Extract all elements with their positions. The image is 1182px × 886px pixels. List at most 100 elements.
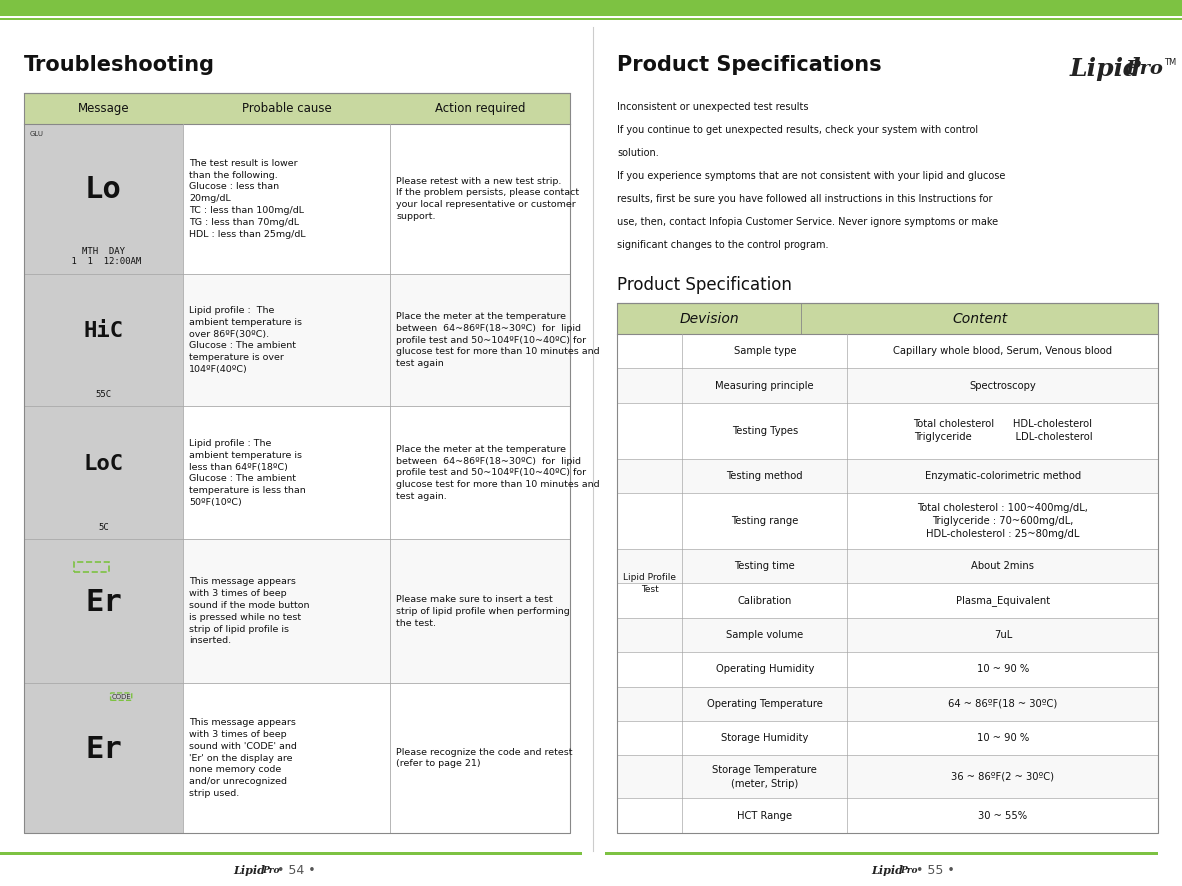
Text: MTH  DAY
 1  1  12:00AM: MTH DAY 1 1 12:00AM: [66, 247, 141, 267]
Text: If you continue to get unexpected results, check your system with control: If you continue to get unexpected result…: [617, 125, 979, 135]
Bar: [24, 683, 183, 833]
Bar: [24, 407, 570, 540]
Bar: [617, 549, 1158, 584]
Text: The test result is lower
than the following.
Glucose : less than
20mg/dL
TC : le: The test result is lower than the follow…: [189, 159, 306, 238]
Bar: [617, 687, 1158, 721]
Text: Troubleshooting: Troubleshooting: [24, 55, 215, 75]
Bar: [617, 652, 1158, 687]
Text: LoC: LoC: [84, 454, 123, 474]
Text: Total cholesterol      HDL-cholesterol
Triglyceride              LDL-cholesterol: Total cholesterol HDL-cholesterol Trigly…: [914, 419, 1092, 442]
Text: Message: Message: [78, 102, 129, 115]
Text: Please make sure to insert a test
strip of lipid profile when performing
the tes: Please make sure to insert a test strip …: [396, 595, 570, 627]
Text: Operating Temperature: Operating Temperature: [707, 699, 823, 709]
Text: 7uL: 7uL: [994, 630, 1012, 640]
Text: 64 ~ 86ºF(18 ~ 30ºC): 64 ~ 86ºF(18 ~ 30ºC): [948, 699, 1058, 709]
Text: Content: Content: [952, 312, 1007, 325]
Text: 55C: 55C: [96, 391, 111, 400]
Text: Pro: Pro: [901, 866, 917, 874]
Text: This message appears
with 3 times of beep
sound if the mode button
is pressed wh: This message appears with 3 times of bee…: [189, 578, 310, 645]
Text: Capillary whole blood, Serum, Venous blood: Capillary whole blood, Serum, Venous blo…: [894, 346, 1112, 356]
Bar: [73, 562, 109, 572]
Text: Probable cause: Probable cause: [242, 102, 331, 115]
Text: Place the meter at the temperature
between  64~86ºF(18~30ºC)  for  lipid
profile: Place the meter at the temperature betwe…: [396, 445, 599, 501]
Bar: [617, 721, 1158, 756]
Bar: [24, 683, 570, 833]
Text: 10 ~ 90 %: 10 ~ 90 %: [976, 664, 1030, 674]
Text: Lo: Lo: [85, 175, 122, 205]
Bar: [617, 618, 1158, 652]
Text: Lipid profile : The
ambient temperature is
less than 64ºF(18ºC)
Glucose : The am: Lipid profile : The ambient temperature …: [189, 439, 306, 507]
Bar: [24, 540, 183, 683]
Text: Operating Humidity: Operating Humidity: [715, 664, 814, 674]
Bar: [617, 403, 1158, 459]
Text: Action required: Action required: [435, 102, 525, 115]
Text: significant changes to the control program.: significant changes to the control progr…: [617, 240, 829, 250]
Text: Sample volume: Sample volume: [726, 630, 804, 640]
Text: Please retest with a new test strip.
If the problem persists, please contact
you: Please retest with a new test strip. If …: [396, 176, 579, 221]
Text: Er: Er: [85, 588, 122, 617]
Text: If you experience symptoms that are not consistent with your lipid and glucose: If you experience symptoms that are not …: [617, 171, 1006, 181]
Text: Devision: Devision: [680, 312, 739, 325]
Text: Testing time: Testing time: [734, 561, 795, 571]
Bar: [617, 584, 1158, 618]
Bar: [0, 852, 582, 855]
Bar: [617, 798, 1158, 833]
Bar: [24, 274, 570, 407]
Bar: [24, 124, 570, 274]
Text: Testing Types: Testing Types: [732, 426, 798, 436]
Text: Lipid: Lipid: [1070, 57, 1141, 82]
Text: 30 ~ 55%: 30 ~ 55%: [979, 811, 1027, 820]
Bar: [24, 274, 183, 407]
Text: Lipid profile :  The
ambient temperature is
over 86ºF(30ºC).
Glucose : The ambie: Lipid profile : The ambient temperature …: [189, 306, 303, 374]
Text: 5C: 5C: [98, 524, 109, 532]
Text: Lipid: Lipid: [234, 865, 265, 875]
Text: use, then, contact Infopia Customer Service. Never ignore symptoms or make: use, then, contact Infopia Customer Serv…: [617, 217, 998, 227]
Text: • 55 •: • 55 •: [916, 864, 954, 876]
Bar: [0, 18, 1182, 20]
Text: TM: TM: [1164, 58, 1176, 66]
Bar: [24, 124, 183, 274]
Bar: [24, 93, 570, 124]
Text: 36 ~ 86ºF(2 ~ 30ºC): 36 ~ 86ºF(2 ~ 30ºC): [952, 772, 1054, 782]
Text: Lipid: Lipid: [872, 865, 903, 875]
Text: Total cholesterol : 100~400mg/dL,
Triglyceride : 70~600mg/dL,
HDL-cholesterol : : Total cholesterol : 100~400mg/dL, Trigly…: [917, 503, 1089, 540]
Bar: [0, 0, 1182, 16]
Text: Testing range: Testing range: [730, 516, 799, 526]
Bar: [617, 303, 1158, 334]
Text: Lipid Profile
Test: Lipid Profile Test: [623, 573, 676, 594]
Text: • 54 •: • 54 •: [278, 864, 316, 876]
Bar: [617, 756, 1158, 798]
Text: Place the meter at the temperature
between  64~86ºF(18~30ºC)  for  lipid
profile: Place the meter at the temperature betwe…: [396, 312, 599, 368]
Bar: [617, 334, 1158, 369]
Text: Pro: Pro: [1125, 60, 1163, 78]
Text: Please recognize the code and retest
(refer to page 21): Please recognize the code and retest (re…: [396, 748, 572, 768]
Text: 10 ~ 90 %: 10 ~ 90 %: [976, 734, 1030, 743]
Text: Plasma_Equivalent: Plasma_Equivalent: [956, 595, 1050, 606]
Text: solution.: solution.: [617, 148, 658, 158]
Text: Pro: Pro: [262, 866, 279, 874]
Text: Storage Temperature
(meter, Strip): Storage Temperature (meter, Strip): [713, 766, 817, 789]
Text: Er: Er: [85, 734, 122, 764]
Text: About 2mins: About 2mins: [972, 561, 1034, 571]
Text: Sample type: Sample type: [734, 346, 795, 356]
Bar: [605, 852, 1158, 855]
Text: Calibration: Calibration: [738, 595, 792, 606]
Text: Measuring principle: Measuring principle: [715, 381, 814, 391]
Bar: [24, 93, 570, 833]
Text: GLU: GLU: [30, 131, 44, 137]
Text: Spectroscopy: Spectroscopy: [969, 381, 1037, 391]
Text: HCT Range: HCT Range: [738, 811, 792, 820]
Text: CODE: CODE: [111, 694, 131, 700]
Text: Inconsistent or unexpected test results: Inconsistent or unexpected test results: [617, 102, 808, 112]
Text: Storage Humidity: Storage Humidity: [721, 734, 808, 743]
Bar: [617, 459, 1158, 494]
Text: This message appears
with 3 times of beep
sound with 'CODE' and
'Er' on the disp: This message appears with 3 times of bee…: [189, 719, 297, 798]
Text: Testing method: Testing method: [727, 471, 803, 481]
Text: HiC: HiC: [84, 321, 123, 341]
Bar: [617, 303, 1158, 833]
Bar: [617, 369, 1158, 403]
Text: Product Specifications: Product Specifications: [617, 55, 882, 75]
Text: results, first be sure you have followed all instructions in this Instructions f: results, first be sure you have followed…: [617, 194, 993, 204]
Bar: [24, 540, 570, 683]
Text: Enzymatic-colorimetric method: Enzymatic-colorimetric method: [924, 471, 1082, 481]
